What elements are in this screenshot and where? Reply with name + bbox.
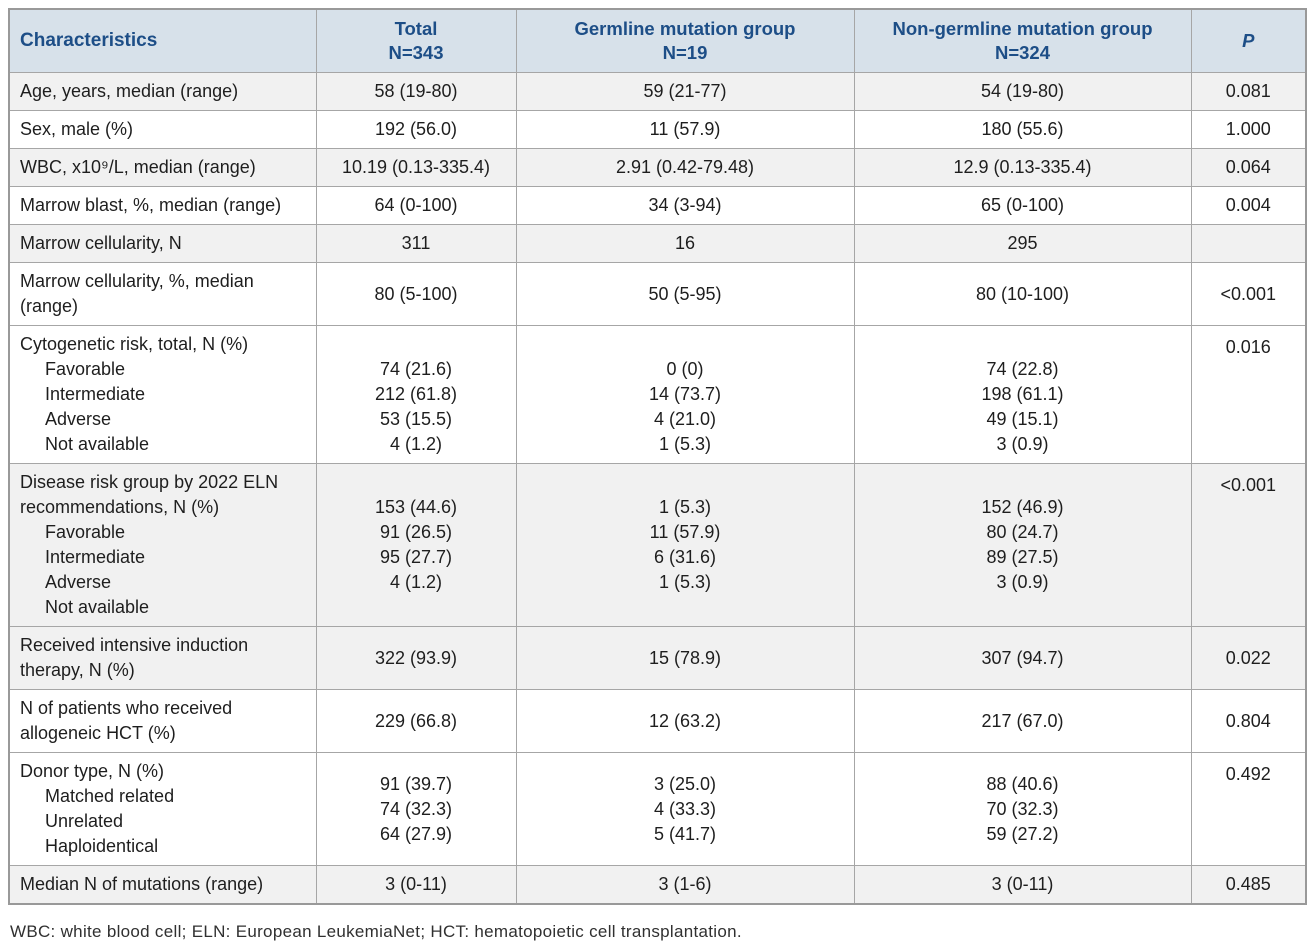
table-row-induction-therapy: Received intensive induction therapy, N … [8,626,1307,690]
germline-cell: 0 (0) 14 (73.7) 4 (21.0) 1 (5.3) [515,325,855,464]
table-header-row: Characteristics Total N=343 Germline mut… [8,8,1307,73]
nongermline-cell: 180 (55.6) [853,110,1192,149]
row-label-cell: Donor type, N (%) Matched related Unrela… [8,752,317,866]
total-cell: 3 (0-11) [315,865,517,905]
p-value-cell: 0.492 [1190,752,1307,866]
table-row-marrow-cellularity-pct: Marrow cellularity, %, median (range) 80… [8,262,1307,326]
row-label-cell: Age, years, median (range) [8,72,317,111]
total-cell: 58 (19-80) [315,72,517,111]
p-value-cell: 0.004 [1190,186,1307,225]
nongermline-cell: 3 (0-11) [853,865,1192,905]
total-cell: 64 (0-100) [315,186,517,225]
p-value-cell: 0.022 [1190,626,1307,690]
p-value-cell: 0.485 [1190,865,1307,905]
germline-cell: 3 (1-6) [515,865,855,905]
table-row-cytogenetic-risk: Cytogenetic risk, total, N (%) Favorable… [8,325,1307,464]
total-cell: 10.19 (0.13-335.4) [315,148,517,187]
nongermline-cell: 12.9 (0.13-335.4) [853,148,1192,187]
row-label-cell: Marrow cellularity, %, median (range) [8,262,317,326]
table-row-allogeneic-hct: N of patients who received allogeneic HC… [8,689,1307,753]
total-cell: 192 (56.0) [315,110,517,149]
header-total: Total N=343 [315,8,517,73]
header-germline-group: Germline mutation group N=19 [515,8,855,73]
row-label-cell: WBC, x10⁹/L, median (range) [8,148,317,187]
nongermline-cell: 295 [853,224,1192,263]
germline-cell: 1 (5.3) 11 (57.9) 6 (31.6) 1 (5.3) [515,463,855,627]
nongermline-cell: 54 (19-80) [853,72,1192,111]
row-label-cell: Sex, male (%) [8,110,317,149]
germline-cell: 34 (3-94) [515,186,855,225]
germline-cell: 2.91 (0.42-79.48) [515,148,855,187]
row-label-cell: Marrow blast, %, median (range) [8,186,317,225]
header-characteristics: Characteristics [8,8,317,73]
total-cell: 322 (93.9) [315,626,517,690]
table-row-disease-risk-eln: Disease risk group by 2022 ELN recommend… [8,463,1307,627]
nongermline-cell: 80 (10-100) [853,262,1192,326]
p-value-cell: 0.804 [1190,689,1307,753]
total-cell: 80 (5-100) [315,262,517,326]
total-cell: 153 (44.6) 91 (26.5) 95 (27.7) 4 (1.2) [315,463,517,627]
characteristics-table: Characteristics Total N=343 Germline mut… [8,8,1307,905]
p-value-cell: 1.000 [1190,110,1307,149]
table-row-sex: Sex, male (%) 192 (56.0) 11 (57.9) 180 (… [8,110,1307,149]
p-value-cell: 0.081 [1190,72,1307,111]
p-value-cell: 0.064 [1190,148,1307,187]
p-value-cell [1190,224,1307,263]
table-row-age: Age, years, median (range) 58 (19-80) 59… [8,72,1307,111]
row-label-cell: Received intensive induction therapy, N … [8,626,317,690]
header-p-value: P [1190,8,1307,73]
row-label-cell: Cytogenetic risk, total, N (%) Favorable… [8,325,317,464]
row-label-cell: Median N of mutations (range) [8,865,317,905]
germline-cell: 3 (25.0) 4 (33.3) 5 (41.7) [515,752,855,866]
row-label-cell: N of patients who received allogeneic HC… [8,689,317,753]
nongermline-cell: 152 (46.9) 80 (24.7) 89 (27.5) 3 (0.9) [853,463,1192,627]
germline-cell: 11 (57.9) [515,110,855,149]
nongermline-cell: 307 (94.7) [853,626,1192,690]
nongermline-cell: 88 (40.6) 70 (32.3) 59 (27.2) [853,752,1192,866]
nongermline-cell: 217 (67.0) [853,689,1192,753]
table-row-marrow-blast: Marrow blast, %, median (range) 64 (0-10… [8,186,1307,225]
table-row-marrow-cellularity-n: Marrow cellularity, N 311 16 295 [8,224,1307,263]
total-cell: 74 (21.6) 212 (61.8) 53 (15.5) 4 (1.2) [315,325,517,464]
header-nongermline-group: Non-germline mutation group N=324 [853,8,1192,73]
germline-cell: 50 (5-95) [515,262,855,326]
total-cell: 229 (66.8) [315,689,517,753]
p-value-cell: 0.016 [1190,325,1307,464]
nongermline-cell: 65 (0-100) [853,186,1192,225]
total-cell: 91 (39.7) 74 (32.3) 64 (27.9) [315,752,517,866]
nongermline-cell: 74 (22.8) 198 (61.1) 49 (15.1) 3 (0.9) [853,325,1192,464]
table-row-median-mutations: Median N of mutations (range) 3 (0-11) 3… [8,865,1307,905]
table-row-donor-type: Donor type, N (%) Matched related Unrela… [8,752,1307,866]
germline-cell: 12 (63.2) [515,689,855,753]
germline-cell: 15 (78.9) [515,626,855,690]
germline-cell: 59 (21-77) [515,72,855,111]
table-row-wbc: WBC, x10⁹/L, median (range) 10.19 (0.13-… [8,148,1307,187]
germline-cell: 16 [515,224,855,263]
p-value-cell: <0.001 [1190,262,1307,326]
table-footnote: WBC: white blood cell; ELN: European Leu… [10,922,742,941]
total-cell: 311 [315,224,517,263]
row-label-cell: Marrow cellularity, N [8,224,317,263]
row-label-cell: Disease risk group by 2022 ELN recommend… [8,463,317,627]
p-value-cell: <0.001 [1190,463,1307,627]
